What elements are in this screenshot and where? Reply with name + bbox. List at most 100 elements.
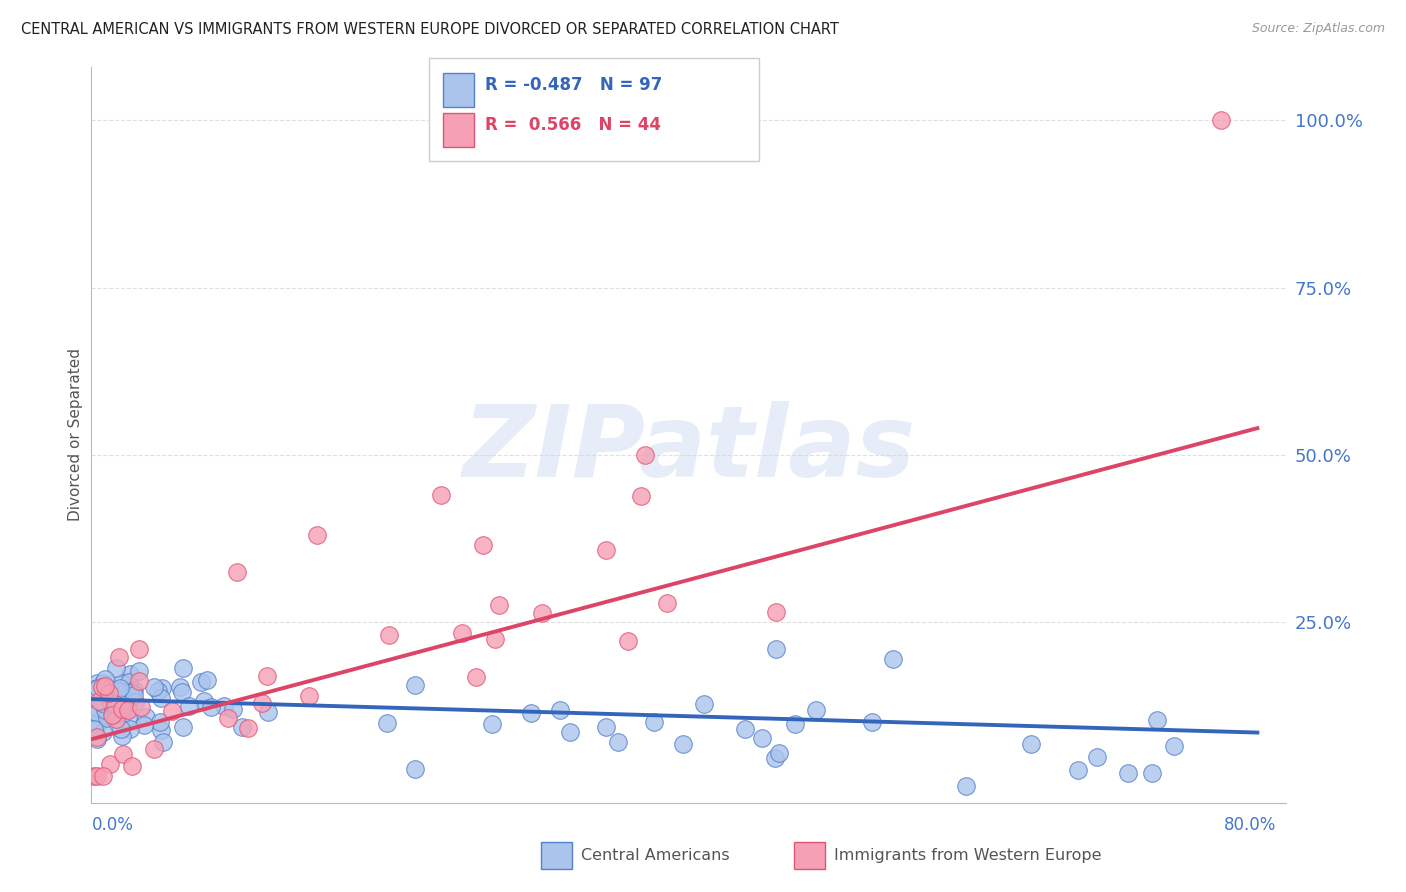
Point	[256, 669, 278, 683]
Point	[83, 769, 105, 783]
Point	[121, 759, 143, 773]
Point	[105, 705, 128, 719]
Text: ZIPatlas: ZIPatlas	[463, 401, 915, 498]
Point	[643, 714, 665, 729]
Point	[94, 681, 117, 695]
Point	[595, 543, 617, 558]
Point	[170, 685, 193, 699]
Point	[124, 695, 146, 709]
Point	[120, 667, 142, 681]
Point	[128, 642, 150, 657]
Point	[142, 742, 165, 756]
Point	[86, 706, 108, 721]
Point	[110, 697, 132, 711]
Point	[558, 725, 581, 739]
Text: Immigrants from Western Europe: Immigrants from Western Europe	[834, 848, 1101, 863]
Point	[117, 700, 139, 714]
Point	[195, 673, 218, 687]
Point	[107, 683, 129, 698]
Point	[110, 706, 132, 721]
Point	[1019, 738, 1042, 752]
Point	[94, 672, 117, 686]
Point	[91, 769, 114, 783]
Point	[122, 682, 145, 697]
Point	[83, 681, 105, 696]
Text: CENTRAL AMERICAN VS IMMIGRANTS FROM WESTERN EUROPE DIVORCED OR SEPARATED CORRELA: CENTRAL AMERICAN VS IMMIGRANTS FROM WEST…	[21, 22, 839, 37]
Point	[91, 696, 114, 710]
Point	[122, 688, 145, 702]
Point	[768, 746, 790, 760]
Point	[100, 757, 122, 772]
Point	[520, 706, 543, 721]
Point	[118, 723, 141, 737]
Point	[1209, 113, 1232, 128]
Point	[617, 634, 640, 648]
Point	[111, 676, 134, 690]
Point	[117, 682, 139, 697]
Point	[217, 711, 239, 725]
Point	[484, 632, 506, 646]
Point	[150, 723, 173, 737]
Point	[143, 680, 166, 694]
Point	[89, 694, 111, 708]
Point	[550, 703, 572, 717]
Point	[94, 678, 117, 692]
Point	[257, 705, 280, 719]
Point	[734, 722, 756, 736]
Point	[111, 702, 134, 716]
Point	[83, 722, 105, 736]
Point	[86, 769, 108, 783]
Point	[785, 717, 807, 731]
Point	[86, 730, 108, 744]
Point	[430, 488, 453, 502]
Point	[190, 675, 212, 690]
Point	[100, 696, 122, 710]
Point	[806, 703, 828, 717]
Text: 80.0%: 80.0%	[1225, 816, 1277, 834]
Text: R =  0.566   N = 44: R = 0.566 N = 44	[485, 116, 661, 134]
Point	[595, 720, 617, 734]
Point	[94, 702, 117, 716]
Point	[91, 676, 114, 690]
Point	[91, 724, 114, 739]
Point	[655, 596, 678, 610]
Point	[1146, 714, 1168, 728]
Point	[955, 779, 977, 793]
Point	[307, 528, 329, 542]
Point	[226, 565, 249, 579]
Point	[1085, 750, 1108, 764]
Point	[117, 710, 139, 724]
Point	[86, 701, 108, 715]
Point	[149, 715, 172, 730]
Point	[751, 731, 773, 745]
Point	[87, 715, 110, 730]
Point	[172, 720, 194, 734]
Point	[111, 729, 134, 743]
Text: Central Americans: Central Americans	[581, 848, 730, 863]
Point	[110, 722, 132, 736]
Point	[212, 699, 235, 714]
Point	[1116, 766, 1139, 780]
Point	[104, 697, 127, 711]
Point	[298, 690, 321, 704]
Point	[93, 680, 115, 694]
Point	[108, 681, 131, 696]
Point	[765, 642, 787, 657]
Point	[135, 710, 157, 724]
Point	[530, 607, 553, 621]
Point	[111, 747, 134, 761]
Point	[169, 681, 191, 695]
Point	[97, 698, 120, 712]
Point	[104, 712, 127, 726]
Point	[200, 700, 222, 714]
Text: R = -0.487   N = 97: R = -0.487 N = 97	[485, 76, 662, 94]
Point	[104, 660, 127, 674]
Point	[150, 681, 173, 695]
Point	[101, 707, 124, 722]
Y-axis label: Divorced or Separated: Divorced or Separated	[67, 349, 83, 521]
Point	[112, 685, 135, 699]
Point	[236, 721, 259, 735]
Point	[129, 700, 152, 714]
Point	[152, 735, 174, 749]
Point	[882, 652, 904, 666]
